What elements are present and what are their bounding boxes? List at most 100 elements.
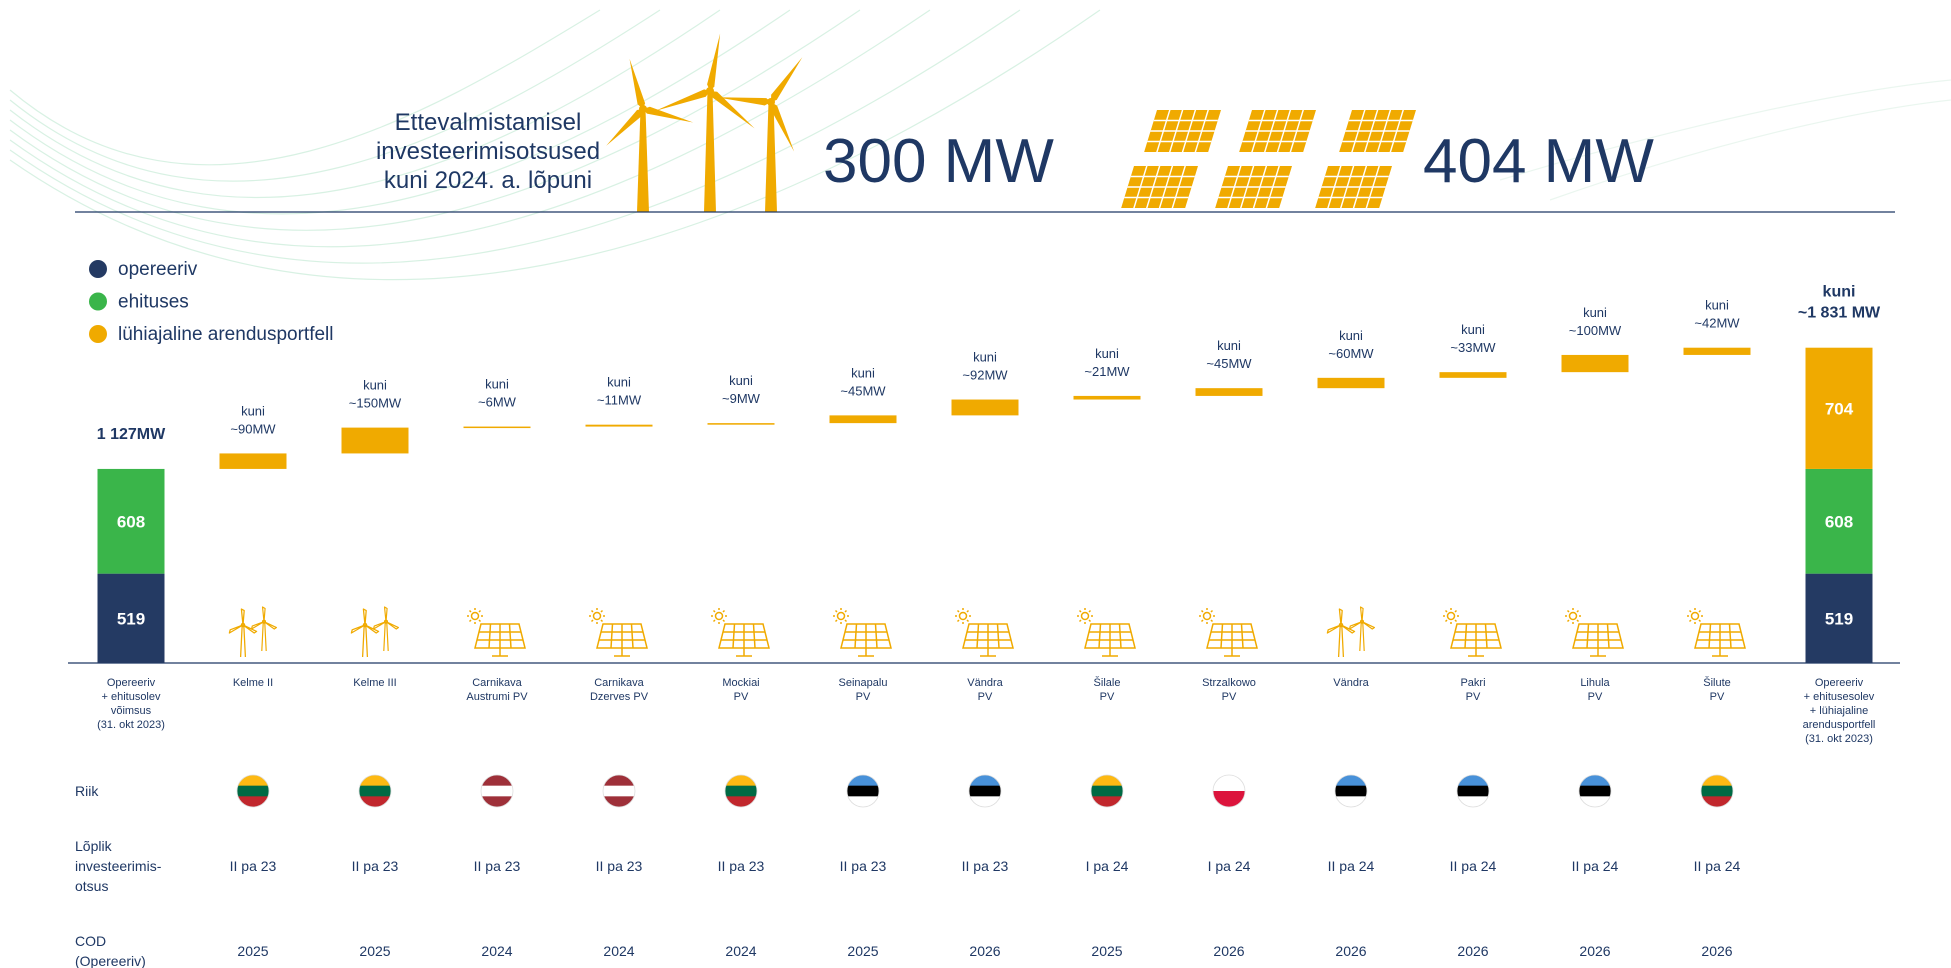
category-label: StrzalkowoPV	[1202, 677, 1256, 703]
page: Ettevalmistamiselinvesteerimisotsusedkun…	[0, 0, 1951, 968]
category-label: ŠilalePV	[1094, 676, 1121, 703]
flag-stripe	[1701, 786, 1733, 797]
cod-label: 2026	[1457, 943, 1488, 959]
bar-label: kuni~9MW	[722, 373, 761, 406]
flag-stripe	[237, 786, 269, 797]
bar-label: kuni~45MW	[840, 365, 886, 398]
turbine-blade	[654, 88, 711, 115]
legend-label: opereeriv	[118, 259, 198, 280]
category-label: Opereeriv+ ehitusesolev+ lühiajalinearen…	[1803, 677, 1876, 745]
turbine-hub	[706, 87, 714, 95]
flag-stripe	[847, 786, 879, 797]
decision-label: II pa 23	[352, 858, 399, 874]
solar-panel	[1144, 110, 1221, 152]
decision-label: II pa 23	[230, 858, 277, 874]
flag-stripe	[1457, 775, 1489, 786]
bar-label: kuni~92MW	[962, 350, 1008, 383]
flag-stripe	[1213, 775, 1245, 792]
decision-label: II pa 24	[1328, 858, 1375, 874]
total-label: kuni~1 831 MW	[1798, 284, 1881, 322]
header-title: Ettevalmistamiselinvesteerimisotsusedkun…	[376, 109, 600, 194]
flag-stripe	[725, 786, 757, 797]
solar-icon	[833, 608, 891, 656]
solar-total: 404 MW	[1423, 127, 1654, 196]
wind-icon	[351, 609, 378, 657]
flag-stripe	[1335, 775, 1367, 786]
bar-label: 608	[1825, 512, 1853, 531]
bar-label: kuni~33MW	[1450, 322, 1496, 355]
flag-stripe	[1579, 775, 1611, 786]
category-label: Kelme III	[353, 677, 396, 689]
category-label: CarnikavaAustrumi PV	[466, 677, 528, 703]
wind-icon	[374, 607, 399, 651]
decision-label: II pa 23	[474, 858, 521, 874]
solar-icon	[1199, 608, 1257, 656]
bar	[1318, 378, 1385, 388]
turbine-blade	[768, 55, 805, 104]
category-label: MockiaiPV	[722, 677, 759, 703]
cod-label: 2026	[969, 943, 1000, 959]
bar-label: kuni~150MW	[349, 378, 402, 411]
bar-label: kuni~6MW	[478, 377, 517, 410]
legend-label: lühiajaline arendusportfell	[118, 324, 333, 345]
solar-panel	[1339, 110, 1416, 152]
total-label: 1 127MW	[97, 426, 166, 443]
bar	[220, 453, 287, 468]
flag-stripe	[1335, 786, 1367, 797]
flag-stripe	[1213, 791, 1245, 808]
decision-label: II pa 23	[840, 858, 887, 874]
legend-marker	[89, 293, 107, 311]
flag-stripe	[359, 775, 391, 786]
flag-stripe	[847, 775, 879, 786]
solar-panel	[1239, 110, 1316, 152]
solar-icon	[1443, 608, 1501, 656]
decision-label: II pa 24	[1694, 858, 1741, 874]
wind-turbine	[604, 58, 695, 212]
flag-stripe	[1701, 775, 1733, 786]
bar	[464, 427, 531, 429]
solar-icon	[1077, 608, 1135, 656]
wind-icon	[229, 609, 256, 657]
row-label: Riik	[75, 783, 99, 799]
legend-marker	[89, 260, 107, 278]
bar	[342, 428, 409, 454]
cod-label: 2026	[1335, 943, 1366, 959]
flag-stripe	[1457, 786, 1489, 797]
wind-icon	[1327, 609, 1354, 657]
turbine-blade	[708, 88, 757, 131]
decision-label: I pa 24	[1208, 858, 1251, 874]
bar	[1562, 355, 1629, 372]
cod-label: 2025	[359, 943, 390, 959]
flag-stripe	[603, 786, 635, 797]
decision-label: II pa 24	[1572, 858, 1619, 874]
cod-label: 2025	[237, 943, 268, 959]
turbine-tower	[704, 91, 716, 212]
bar	[1684, 348, 1751, 355]
category-label: Kelme II	[233, 677, 273, 689]
bar	[830, 415, 897, 423]
solar-icon	[955, 608, 1013, 656]
turbine-hub	[767, 98, 775, 106]
cod-label: 2026	[1579, 943, 1610, 959]
flag-stripe	[603, 775, 635, 786]
bar	[1074, 396, 1141, 400]
row-label: Lõplikinvesteerimis-otsus	[75, 838, 162, 894]
bar-label: kuni~42MW	[1694, 298, 1740, 331]
flag-stripe	[725, 775, 757, 786]
bar-label: kuni~100MW	[1569, 305, 1622, 338]
bar	[586, 425, 653, 427]
wind-icon	[252, 607, 277, 651]
decision-label: II pa 23	[718, 858, 765, 874]
cod-label: 2024	[725, 943, 756, 959]
flag-stripe	[481, 775, 513, 786]
bar-label: kuni~90MW	[230, 403, 276, 436]
bar-label: 519	[1825, 609, 1853, 628]
bar-label: kuni~60MW	[1328, 328, 1374, 361]
flag-stripe	[969, 786, 1001, 797]
bar	[1196, 388, 1263, 396]
category-label: VändraPV	[967, 677, 1003, 703]
cod-label: 2026	[1701, 943, 1732, 959]
cod-label: 2024	[481, 943, 512, 959]
bar-label: 519	[117, 609, 145, 628]
flag-stripe	[237, 775, 269, 786]
